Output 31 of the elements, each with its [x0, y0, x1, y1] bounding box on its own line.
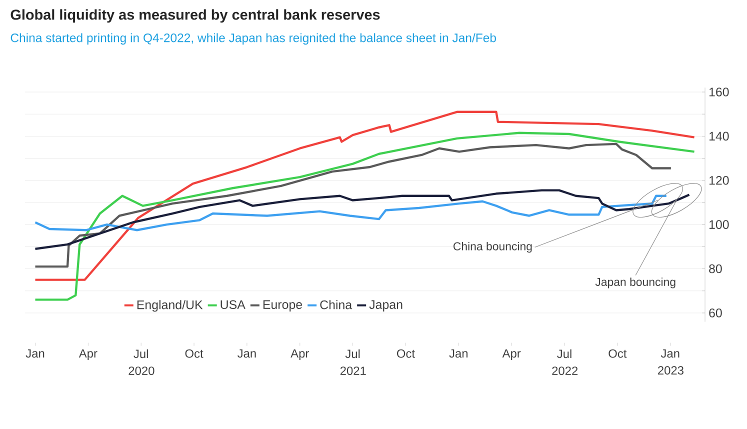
x-tick-label: Jan	[238, 349, 256, 358]
x-tick-label: Jan	[449, 349, 468, 358]
y-tick-label: 160	[709, 88, 729, 96]
line-series	[34, 132, 696, 301]
x-tick-label: Oct	[396, 349, 415, 358]
x-tick-label: Apr	[290, 349, 309, 360]
x-tick-label: Apr	[78, 349, 98, 360]
annotation: Japan bouncing	[595, 278, 676, 288]
legend-label: England/UK	[137, 300, 203, 312]
chart-title: Global liquidity as measured by central bank reserves	[10, 9, 380, 23]
x-tick-label: Jul 2022	[552, 349, 578, 376]
legend-label: USA	[220, 300, 246, 310]
chart-subtitle: China started printing in Q4-2022, while Japan has reignited the balance sheet in Jan/Feb	[10, 33, 496, 45]
legend-label: Europe	[263, 300, 302, 312]
y-tick-label: 120	[709, 176, 729, 185]
y-tick-label: 80	[709, 264, 722, 274]
line-series	[34, 142, 672, 268]
legend-label: China	[320, 300, 352, 310]
x-tick-label: Oct	[608, 349, 627, 358]
x-tick-label: Jan 2023	[658, 349, 684, 375]
x-tick-label: Apr	[502, 349, 521, 360]
x-tick-label: Jan	[26, 349, 44, 358]
y-tick-label: 140	[709, 132, 729, 141]
y-tick-label: 60	[709, 308, 722, 318]
line-series	[34, 194, 668, 232]
legend-label: Japan	[369, 300, 402, 312]
annotation: China bouncing	[453, 242, 532, 253]
x-tick-label: Oct	[185, 349, 204, 358]
x-tick-label: Jul 2020	[128, 349, 154, 376]
y-tick-label: 100	[709, 220, 729, 229]
x-tick-label: Jul 2021	[340, 349, 366, 376]
